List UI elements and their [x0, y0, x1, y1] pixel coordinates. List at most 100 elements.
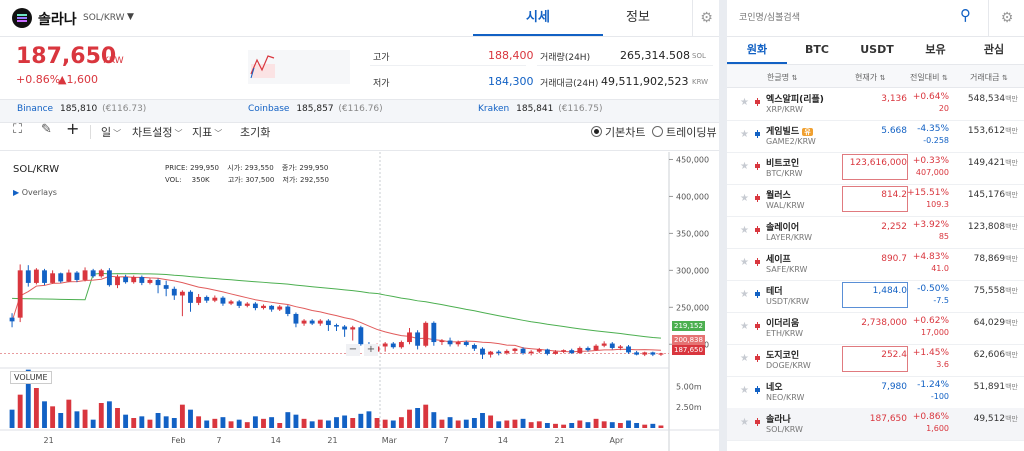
coin-row[interactable]: ★ 테더 USDT/KRW 1,484.0 -0.50% -7.5 75,558… — [727, 280, 1024, 313]
coin-price: 7,980 — [881, 382, 907, 392]
favorite-star-icon[interactable]: ★ — [740, 321, 749, 332]
coin-name-text: 솔레이어 — [766, 223, 800, 233]
mini-candle-icon — [755, 290, 760, 298]
interval-select[interactable]: 일 ﹀ — [101, 124, 121, 140]
list-settings-gear-icon[interactable]: ⚙ — [988, 0, 1024, 36]
favorite-star-icon[interactable]: ★ — [740, 193, 749, 204]
volume-bar — [390, 420, 396, 428]
coin-name: 엑스알피(리플) — [766, 92, 824, 105]
coin-search-input[interactable] — [737, 8, 963, 28]
tradingview-radio[interactable]: 트레이딩뷰 — [652, 124, 717, 140]
tab-usdt[interactable]: USDT — [847, 36, 907, 64]
coin-select-chevron-icon[interactable]: ▼ — [127, 12, 134, 22]
candle-body — [212, 297, 218, 301]
coin-symbol: USDT/KRW — [766, 297, 810, 306]
col-price[interactable]: 현재가 ⇅ — [855, 72, 886, 83]
radio-selected-icon — [591, 126, 602, 137]
tab-quote[interactable]: 시세 — [473, 0, 603, 36]
price-chart[interactable]: 450,000400,000350,000300,000250,000200,0… — [0, 152, 719, 451]
indicator-button[interactable]: 지표 ﹀ — [192, 124, 222, 140]
coin-row[interactable]: ★ 도지코인 DOGE/KRW 252.4 +1.45% 3.6 62,606백… — [727, 344, 1024, 377]
coin-symbol: WAL/KRW — [766, 201, 805, 210]
volume-bar — [431, 412, 437, 428]
draw-pencil-icon[interactable]: ✎ — [41, 122, 52, 137]
coin-change-abs: -0.258 — [923, 136, 949, 145]
favorite-star-icon[interactable]: ★ — [740, 417, 749, 428]
volume-bar — [366, 411, 372, 428]
tab-holdings[interactable]: 보유 — [907, 36, 964, 64]
coin-row[interactable]: ★ 게임빌드 유 GAME2/KRW 5.668 -4.35% -0.258 1… — [727, 120, 1024, 153]
tab-favorites[interactable]: 관심 — [964, 36, 1024, 64]
info-vol-label: VOL: — [165, 176, 182, 184]
favorite-star-icon[interactable]: ★ — [740, 353, 749, 364]
reset-button[interactable]: 초기화 — [240, 124, 270, 140]
zoom-out-button[interactable]: − — [346, 344, 360, 356]
tab-info[interactable]: 정보 — [573, 0, 703, 36]
coin-row[interactable]: ★ 월러스 WAL/KRW 814.2 +15.51% 109.3 145,17… — [727, 184, 1024, 217]
volume-bar — [50, 406, 56, 428]
candle-body — [115, 277, 120, 286]
basic-chart-radio[interactable]: 기본차트 — [591, 124, 645, 140]
info-high-val: 307,500 — [245, 176, 275, 184]
coin-name: 이더리움 — [766, 316, 799, 329]
coin-volume-value: 49,512 — [973, 414, 1006, 424]
coin-row[interactable]: ★ 엑스알피(리플) XRP/KRW 3,136 +0.64% 20 548,5… — [727, 88, 1024, 121]
volume-bar — [317, 419, 323, 428]
coin-volume: 51,891백만 — [974, 382, 1018, 392]
overlays-toggle[interactable]: ▶ Overlays — [13, 188, 57, 197]
coin-row[interactable]: ★ 비트코인 BTC/KRW 123,616,000 +0.33% 407,00… — [727, 152, 1024, 185]
candle-body — [407, 332, 412, 343]
favorite-star-icon[interactable]: ★ — [740, 257, 749, 268]
search-icon[interactable]: ⚲ — [960, 6, 971, 24]
candle-body — [536, 349, 542, 352]
favorite-star-icon[interactable]: ★ — [740, 97, 749, 108]
volume-bar — [382, 419, 388, 428]
coin-row[interactable]: ★ 이더리움 ETH/KRW 2,738,000 +0.62% 17,000 6… — [727, 312, 1024, 345]
tab-krw[interactable]: 원화 — [727, 36, 787, 64]
favorite-star-icon[interactable]: ★ — [740, 289, 749, 300]
candle-body — [544, 349, 550, 354]
coin-symbol: NEO/KRW — [766, 393, 805, 402]
candle-body — [398, 342, 404, 348]
crosshair-icon[interactable]: + — [66, 119, 80, 138]
candle-body — [179, 291, 185, 296]
candle-body — [309, 320, 315, 324]
favorite-star-icon[interactable]: ★ — [740, 161, 749, 172]
amount24-label: 거래대금(24H) — [540, 79, 599, 89]
volume-bar — [634, 423, 640, 428]
x-tick-label: 14 — [498, 436, 508, 445]
x-tick-label: 14 — [271, 436, 281, 445]
candle-body — [561, 350, 567, 352]
volume-bar — [261, 418, 266, 428]
coin-row[interactable]: ★ 솔라나 SOL/KRW 187,650 +0.86% 1,600 49,51… — [727, 408, 1024, 441]
col-change[interactable]: 전일대비 ⇅ — [910, 72, 948, 83]
candle-body — [196, 296, 202, 303]
col-volume[interactable]: 거래대금 ⇅ — [970, 72, 1008, 83]
coin-volume: 548,534백만 — [968, 94, 1018, 104]
fullscreen-icon[interactable]: ⛶ — [13, 122, 23, 137]
y-tick-label: 450,000 — [676, 155, 709, 164]
sort-icon: ⇅ — [1002, 74, 1008, 82]
header-settings-gear-icon[interactable]: ⚙ — [692, 0, 720, 36]
candle-body — [9, 317, 15, 322]
coin-row[interactable]: ★ 네오 NEO/KRW 7,980 -1.24% -100 51,891백만 — [727, 376, 1024, 409]
candle-body — [626, 346, 631, 353]
favorite-star-icon[interactable]: ★ — [740, 225, 749, 236]
exchange-name: Binance — [17, 104, 54, 114]
candle-body — [17, 270, 23, 318]
favorite-star-icon[interactable]: ★ — [740, 385, 749, 396]
coin-list-panel: ⚲ ⚙ 원화 BTC USDT 보유 관심 한글명 ⇅ 현재가 ⇅ 전일대비 ⇅… — [727, 0, 1024, 451]
volume-bar — [220, 417, 226, 428]
favorite-star-icon[interactable]: ★ — [740, 129, 749, 140]
coin-row[interactable]: ★ 솔레이어 LAYER/KRW 2,252 +3.92% 85 123,808… — [727, 216, 1024, 249]
zoom-in-button[interactable]: + — [364, 344, 378, 356]
candle-body — [488, 351, 494, 355]
candle-body — [285, 306, 291, 314]
info-open-label: 시가: — [227, 164, 243, 172]
coin-row[interactable]: ★ 세이프 SAFE/KRW 890.7 +4.83% 41.0 78,869백… — [727, 248, 1024, 281]
tab-btc[interactable]: BTC — [787, 36, 847, 64]
col-name[interactable]: 한글명 ⇅ — [767, 72, 798, 83]
toolbar-divider-bottom — [0, 150, 719, 151]
chart-settings-button[interactable]: 차트설정 ﹀ — [132, 124, 182, 140]
candle-body — [439, 340, 445, 343]
